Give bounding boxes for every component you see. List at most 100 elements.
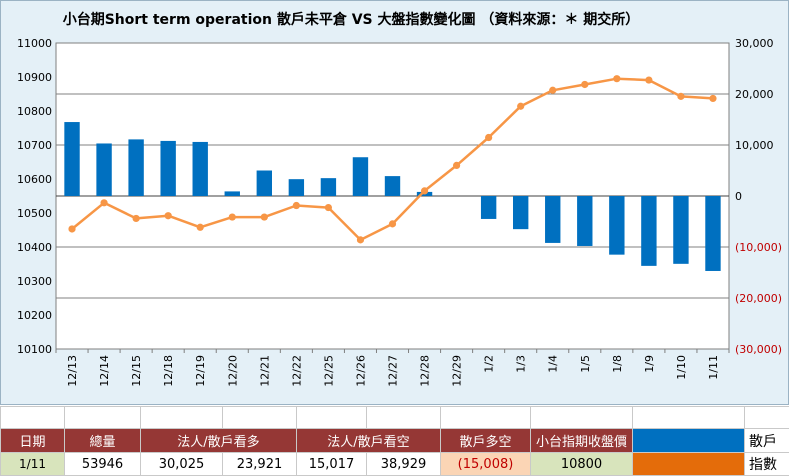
index-point-12/29 <box>453 162 460 169</box>
index-point-12/25 <box>325 204 332 211</box>
index-point-1/9 <box>645 76 652 83</box>
right-tick-label: (10,000) <box>735 241 782 254</box>
table-row: 1/11 53946 30,025 23,921 15,017 38,929 (… <box>1 453 789 476</box>
right-tick-label: (30,000) <box>735 343 782 356</box>
index-point-12/15 <box>133 215 140 222</box>
x-tick-label: 12/27 <box>387 355 400 387</box>
bar-1/5 <box>577 196 592 246</box>
bar-1/8 <box>609 196 624 255</box>
index-point-12/22 <box>293 202 300 209</box>
header-short: 法人/散戶看空 <box>297 429 441 453</box>
cell-total: 53946 <box>65 453 141 476</box>
index-point-1/4 <box>549 87 556 94</box>
bar-12/19 <box>193 142 208 196</box>
x-tick-label: 12/14 <box>98 355 111 387</box>
header-close: 小台指期收盤價 <box>531 429 633 453</box>
left-tick-label: 10500 <box>17 207 52 220</box>
header-long: 法人/散戶看多 <box>141 429 297 453</box>
x-tick-label: 1/2 <box>483 355 496 373</box>
left-tick-label: 10600 <box>17 173 52 186</box>
right-tick-label: 20,000 <box>735 88 774 101</box>
index-point-1/5 <box>581 81 588 88</box>
bar-1/2 <box>481 196 496 219</box>
right-tick-label: 30,000 <box>735 37 774 50</box>
x-tick-label: 12/20 <box>226 355 239 387</box>
x-tick-label: 12/28 <box>419 355 432 387</box>
index-point-12/28 <box>421 187 428 194</box>
bar-12/25 <box>321 178 336 196</box>
index-point-1/3 <box>517 103 524 110</box>
x-tick-label: 12/25 <box>322 355 335 387</box>
x-tick-label: 1/5 <box>579 355 592 373</box>
index-point-12/26 <box>357 236 364 243</box>
cell-long-retail: 23,921 <box>223 453 297 476</box>
index-point-1/2 <box>485 134 492 141</box>
index-point-12/21 <box>261 213 268 220</box>
bar-12/13 <box>64 122 79 196</box>
x-tick-label: 1/4 <box>547 355 560 373</box>
header-total: 總量 <box>65 429 141 453</box>
bar-12/22 <box>289 179 304 196</box>
bar-12/26 <box>353 157 368 196</box>
index-point-12/20 <box>229 213 236 220</box>
header-retail-net: 散戶多空 <box>441 429 531 453</box>
x-tick-label: 1/10 <box>675 355 688 380</box>
cell-short-retail: 38,929 <box>367 453 441 476</box>
legend-line-label: 指數 <box>745 453 789 476</box>
data-table: 日期 總量 法人/散戶看多 法人/散戶看空 散戶多空 小台指期收盤價 散戶 1/… <box>0 406 789 476</box>
left-tick-label: 10100 <box>17 343 52 356</box>
bar-1/9 <box>641 196 656 266</box>
index-point-12/18 <box>165 212 172 219</box>
table-blank-row <box>1 407 789 429</box>
left-tick-label: 11000 <box>17 37 52 50</box>
left-tick-label: 10800 <box>17 105 52 118</box>
index-point-12/14 <box>100 199 107 206</box>
x-tick-label: 12/29 <box>451 355 464 387</box>
bar-12/20 <box>225 191 240 196</box>
x-tick-label: 12/22 <box>290 355 303 387</box>
x-tick-label: 12/21 <box>258 355 271 387</box>
index-point-1/8 <box>613 75 620 82</box>
x-tick-label: 1/3 <box>515 355 528 373</box>
legend-line-swatch <box>633 453 745 476</box>
index-point-12/13 <box>68 225 75 232</box>
cell-date: 1/11 <box>1 453 65 476</box>
index-point-1/11 <box>709 95 716 102</box>
x-tick-label: 12/18 <box>162 355 175 387</box>
cell-short-inst: 15,017 <box>297 453 367 476</box>
header-date: 日期 <box>1 429 65 453</box>
left-tick-label: 10700 <box>17 139 52 152</box>
bar-1/4 <box>545 196 560 243</box>
x-tick-label: 12/19 <box>194 355 207 387</box>
cell-close: 10800 <box>531 453 633 476</box>
bar-12/15 <box>128 139 143 196</box>
right-tick-label: 0 <box>735 190 742 203</box>
x-tick-label: 1/11 <box>707 355 720 380</box>
index-point-12/19 <box>197 224 204 231</box>
bar-12/14 <box>96 143 111 196</box>
right-tick-label: 10,000 <box>735 139 774 152</box>
chart-panel: 小台期Short term operation 散戶未平倉 VS 大盤指數變化圖… <box>0 0 789 405</box>
bar-12/27 <box>385 176 400 196</box>
table-header-row: 日期 總量 法人/散戶看多 法人/散戶看空 散戶多空 小台指期收盤價 散戶 <box>1 429 789 453</box>
bar-1/3 <box>513 196 528 229</box>
cell-long-inst: 30,025 <box>141 453 223 476</box>
legend-bar-swatch <box>633 429 745 453</box>
x-tick-label: 1/9 <box>643 355 656 373</box>
legend-bar-label: 散戶 <box>745 429 789 453</box>
left-tick-label: 10300 <box>17 275 52 288</box>
cell-retail-net: (15,008) <box>441 453 531 476</box>
index-point-1/10 <box>677 93 684 100</box>
bar-1/10 <box>673 196 688 264</box>
chart-svg: 10100 10200 10300 10400 10500 10600 10700 10800… <box>1 1 789 406</box>
right-tick-label: (20,000) <box>735 292 782 305</box>
x-tick-label: 12/26 <box>354 355 367 387</box>
left-tick-label: 10400 <box>17 241 52 254</box>
left-tick-label: 10200 <box>17 309 52 322</box>
index-point-12/27 <box>389 220 396 227</box>
bar-1/11 <box>705 196 720 271</box>
x-tick-label: 12/13 <box>66 355 79 387</box>
bar-12/18 <box>160 141 175 196</box>
x-tick-label: 1/8 <box>611 355 624 373</box>
x-tick-label: 12/15 <box>130 355 143 387</box>
